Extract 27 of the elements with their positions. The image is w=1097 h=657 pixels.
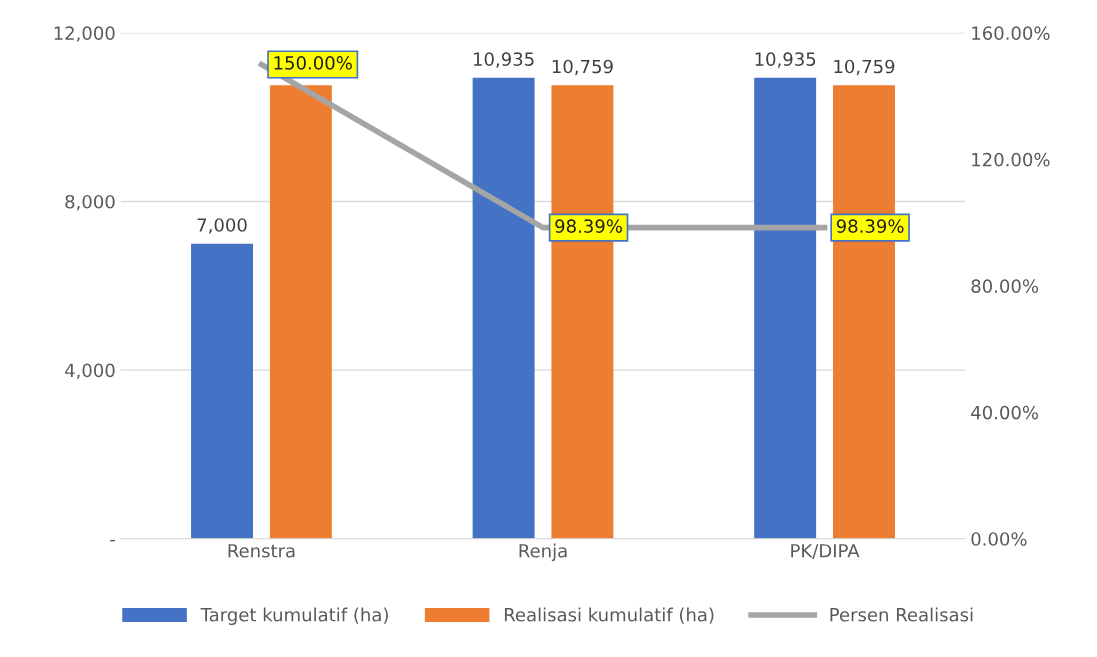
data-label: 10,935 bbox=[755, 52, 816, 68]
y-tick-label: 12,000 bbox=[54, 26, 115, 42]
y2-tick-label: 120.00% bbox=[972, 152, 1050, 167]
data-label: 98.39% bbox=[836, 219, 904, 233]
bar bbox=[191, 243, 253, 539]
y2-tick-label: 40.00% bbox=[971, 405, 1039, 420]
legend-label: Persen Realisasi bbox=[830, 607, 973, 622]
y-tick-label: 4,000 bbox=[65, 363, 115, 380]
legend-label: Target kumulatif (ha) bbox=[200, 607, 388, 626]
y2-tick-label: 0.00% bbox=[971, 532, 1027, 546]
y2-tick-label: 160.00% bbox=[972, 26, 1050, 40]
bar bbox=[472, 77, 535, 539]
x-tick-label: Renstra bbox=[228, 544, 295, 558]
data-label: 150.00% bbox=[274, 56, 352, 70]
y-tick-label: - bbox=[110, 539, 115, 542]
y-tick-label: 8,000 bbox=[65, 194, 115, 211]
data-label: 7,000 bbox=[197, 218, 247, 234]
x-tick-label: Renja bbox=[519, 543, 567, 562]
bar bbox=[754, 77, 817, 539]
bar bbox=[269, 85, 332, 539]
data-label: 10,759 bbox=[552, 59, 613, 76]
x-tick-label: PK/DIPA bbox=[791, 544, 860, 559]
data-label: 10,935 bbox=[473, 52, 534, 68]
legend-label: Realisasi kumulatif (ha) bbox=[504, 607, 714, 624]
data-label: 10,759 bbox=[834, 59, 895, 76]
data-label: 98.39% bbox=[555, 219, 622, 233]
y2-tick-label: 80.00% bbox=[971, 279, 1039, 293]
